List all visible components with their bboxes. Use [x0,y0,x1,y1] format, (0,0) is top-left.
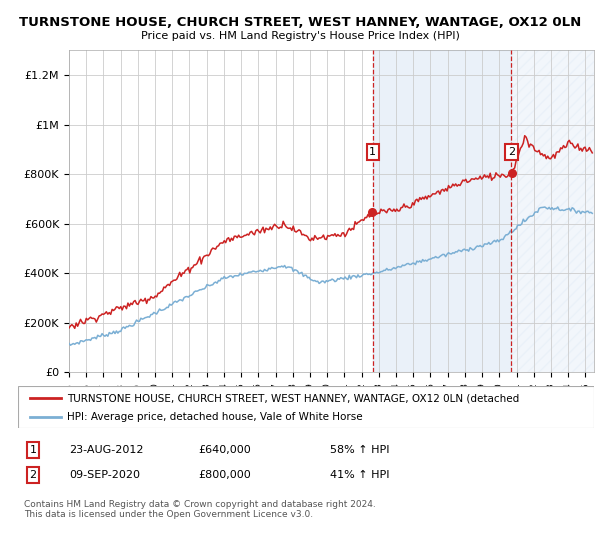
Text: TURNSTONE HOUSE, CHURCH STREET, WEST HANNEY, WANTAGE, OX12 0LN (detached: TURNSTONE HOUSE, CHURCH STREET, WEST HAN… [67,393,519,403]
Text: 1: 1 [370,147,376,157]
Text: HPI: Average price, detached house, Vale of White Horse: HPI: Average price, detached house, Vale… [67,412,362,422]
Text: 1: 1 [29,445,37,455]
Text: 2: 2 [508,147,515,157]
Text: TURNSTONE HOUSE, CHURCH STREET, WEST HANNEY, WANTAGE, OX12 0LN: TURNSTONE HOUSE, CHURCH STREET, WEST HAN… [19,16,581,29]
Bar [511,50,594,372]
Bar [373,50,511,372]
Text: Price paid vs. HM Land Registry's House Price Index (HPI): Price paid vs. HM Land Registry's House … [140,31,460,41]
FancyBboxPatch shape [18,386,594,428]
Text: 58% ↑ HPI: 58% ↑ HPI [330,445,389,455]
Text: £800,000: £800,000 [198,470,251,480]
Text: 41% ↑ HPI: 41% ↑ HPI [330,470,389,480]
Text: £640,000: £640,000 [198,445,251,455]
Text: 2: 2 [29,470,37,480]
Text: Contains HM Land Registry data © Crown copyright and database right 2024.
This d: Contains HM Land Registry data © Crown c… [24,500,376,519]
Text: 23-AUG-2012: 23-AUG-2012 [69,445,143,455]
Text: 09-SEP-2020: 09-SEP-2020 [69,470,140,480]
